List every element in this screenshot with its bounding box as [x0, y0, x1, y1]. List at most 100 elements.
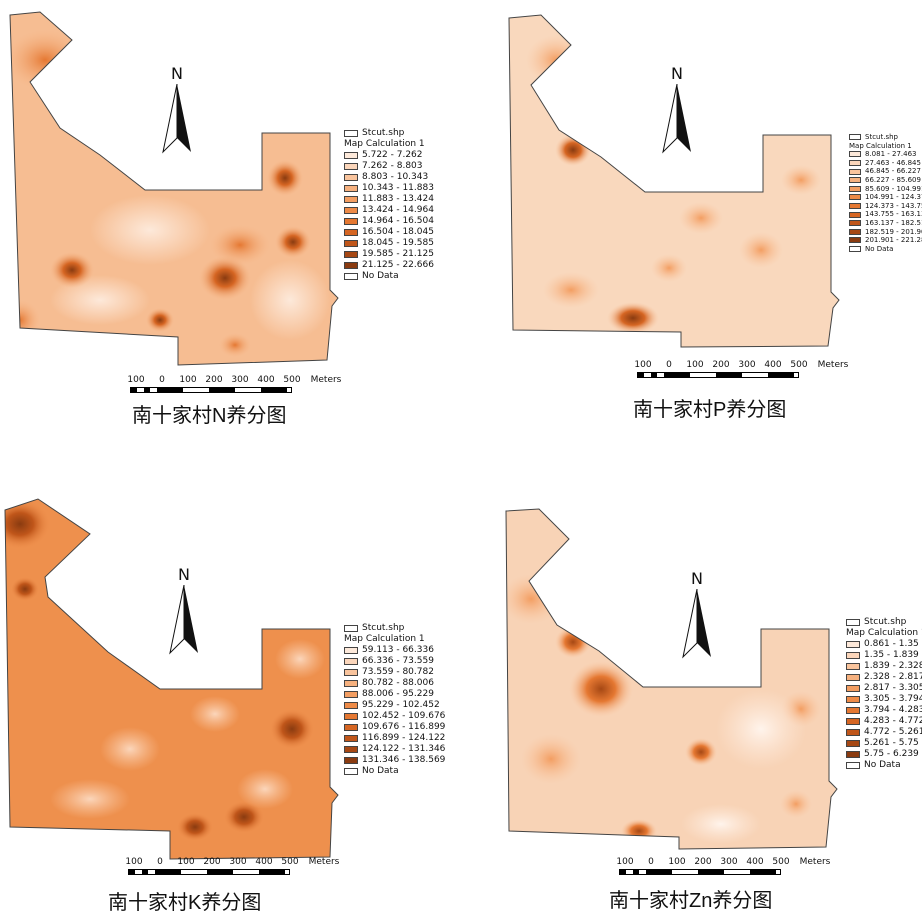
legend-layer: Stcut.shp — [362, 128, 405, 138]
scale-unit: Meters — [308, 857, 340, 867]
caption-prefix: 南十家村 — [108, 890, 188, 914]
scale-tick: 400 — [764, 360, 782, 370]
scale-tick: 0 — [648, 857, 654, 867]
north-arrow-icon — [162, 84, 191, 154]
scale-tick: 500 — [283, 375, 301, 385]
caption-suffix: 养分图 — [712, 888, 773, 912]
legend-class: 5.261 - 5.75 — [864, 738, 919, 748]
scale-tick: 300 — [720, 857, 738, 867]
scale-bar-graphic — [128, 869, 290, 875]
scale-tick: 0 — [666, 360, 672, 370]
scale-tick: 500 — [790, 360, 808, 370]
north-arrow-icon — [662, 84, 691, 154]
caption-element: K — [188, 892, 202, 914]
scale-tick: 100 — [179, 375, 197, 385]
scale-tick: 500 — [281, 857, 299, 867]
legend-class: 46.845 - 66.227 — [865, 167, 921, 176]
legend-class: 21.125 - 22.666 — [362, 260, 434, 270]
north-label: N — [178, 565, 190, 584]
legend-class: 95.229 - 102.452 — [362, 700, 440, 710]
scale-tick: 500 — [772, 857, 790, 867]
legend-class: 27.463 - 46.845 — [865, 158, 921, 167]
scale-tick: 100 — [177, 857, 195, 867]
scale-bar-graphic — [130, 387, 292, 393]
scale-tick: 300 — [738, 360, 756, 370]
north-arrow-n: N — [157, 66, 197, 156]
caption-prefix: 南十家村 — [132, 403, 212, 427]
legend-class: 131.346 - 138.569 — [362, 755, 446, 765]
legend-title: Map Calculation 1 — [344, 634, 425, 644]
legend-class: 5.75 - 6.239 — [864, 749, 919, 759]
legend-class: 4.772 - 5.261 — [864, 727, 922, 737]
legend-title: Map Calculation 1 — [344, 139, 425, 149]
scale-bar-graphic — [619, 869, 781, 875]
map-panel-p: N Stcut.shp Map Calculation 1 8.081 - 27… — [461, 0, 922, 459]
legend-layer: Stcut.shp — [362, 623, 405, 633]
scale-bar-zn: 100 0 100 200 300 400 500 Meters — [616, 857, 847, 881]
legend-class: 1.35 - 1.839 — [864, 650, 919, 660]
scale-tick: 200 — [203, 857, 221, 867]
legend-class: 4.283 - 4.772 — [864, 716, 922, 726]
scale-tick: 400 — [257, 375, 275, 385]
scale-bar-graphic — [637, 372, 799, 378]
scale-tick: 200 — [205, 375, 223, 385]
north-arrow-icon — [169, 585, 198, 655]
map-caption-n: 南十家村N养分图 — [132, 404, 286, 427]
legend-class: 16.504 - 18.045 — [362, 227, 434, 237]
legend-class: 8.081 - 27.463 — [865, 150, 917, 159]
caption-element: N — [212, 405, 227, 427]
legend-title: Map Calculation 1 — [849, 141, 912, 150]
map-caption-p: 南十家村P养分图 — [633, 398, 786, 421]
map-panel-zn: N Stcut.shp Map Calculation 1 0.861 - 1.… — [461, 459, 922, 918]
scale-bar-n: 100 0 100 200 300 400 500 Meters — [127, 375, 358, 399]
north-label: N — [671, 64, 683, 83]
legend-class: 102.452 - 109.676 — [362, 711, 446, 721]
legend-no-data: No Data — [362, 271, 399, 281]
scale-tick: 400 — [255, 857, 273, 867]
scale-unit: Meters — [817, 360, 849, 370]
scale-tick: 100 — [127, 375, 145, 385]
legend-class: 66.336 - 73.559 — [362, 656, 434, 666]
map-area-k — [4, 498, 339, 860]
legend-class: 85.609 - 104.991 — [865, 184, 922, 193]
scale-tick: 100 — [668, 857, 686, 867]
legend-class: 182.519 - 201.901 — [865, 227, 922, 236]
legend-k: Stcut.shp Map Calculation 1 59.113 - 66.… — [344, 623, 445, 777]
legend-class: 109.676 - 116.899 — [362, 722, 446, 732]
legend-layer: Stcut.shp — [865, 133, 898, 141]
north-arrow-zn: N — [677, 571, 717, 661]
scale-tick: 100 — [125, 857, 143, 867]
legend-layer: Stcut.shp — [864, 617, 907, 627]
caption-suffix: 养分图 — [226, 403, 287, 427]
legend-no-data: No Data — [864, 760, 901, 770]
north-label: N — [691, 569, 703, 588]
scale-tick: 300 — [229, 857, 247, 867]
legend-p: Stcut.shp Map Calculation 1 8.081 - 27.4… — [849, 133, 922, 253]
caption-prefix: 南十家村 — [609, 888, 689, 912]
scale-tick: 0 — [157, 857, 163, 867]
scale-tick: 0 — [159, 375, 165, 385]
legend-class: 0.861 - 1.35 — [864, 639, 919, 649]
scale-tick: 100 — [634, 360, 652, 370]
legend-no-data: No Data — [865, 244, 894, 253]
map-caption-k: 南十家村K养分图 — [108, 891, 261, 914]
legend-class: 88.006 - 95.229 — [362, 689, 434, 699]
map-panel-k: N Stcut.shp Map Calculation 1 59.113 - 6… — [0, 459, 461, 918]
legend-zn: Stcut.shp Map Calculation 1 0.861 - 1.35… — [846, 617, 922, 771]
map-panel-n: N Stcut.shp Map Calculation 1 5.722 - 7.… — [0, 0, 461, 459]
legend-class: 13.424 - 14.964 — [362, 205, 434, 215]
legend-class: 5.722 - 7.262 — [362, 150, 423, 160]
scale-tick: 100 — [616, 857, 634, 867]
north-arrow-icon — [682, 589, 711, 659]
legend-no-data: No Data — [362, 766, 399, 776]
scale-unit: Meters — [799, 857, 831, 867]
map-area-n — [9, 11, 339, 366]
legend-class: 73.559 - 80.782 — [362, 667, 434, 677]
scale-tick: 300 — [231, 375, 249, 385]
north-label: N — [171, 64, 183, 83]
legend-class: 18.045 - 19.585 — [362, 238, 434, 248]
legend-class: 11.883 - 13.424 — [362, 194, 434, 204]
legend-n: Stcut.shp Map Calculation 1 5.722 - 7.26… — [344, 128, 434, 282]
legend-class: 163.137 - 182.519 — [865, 218, 922, 227]
legend-class: 8.803 - 10.343 — [362, 172, 429, 182]
